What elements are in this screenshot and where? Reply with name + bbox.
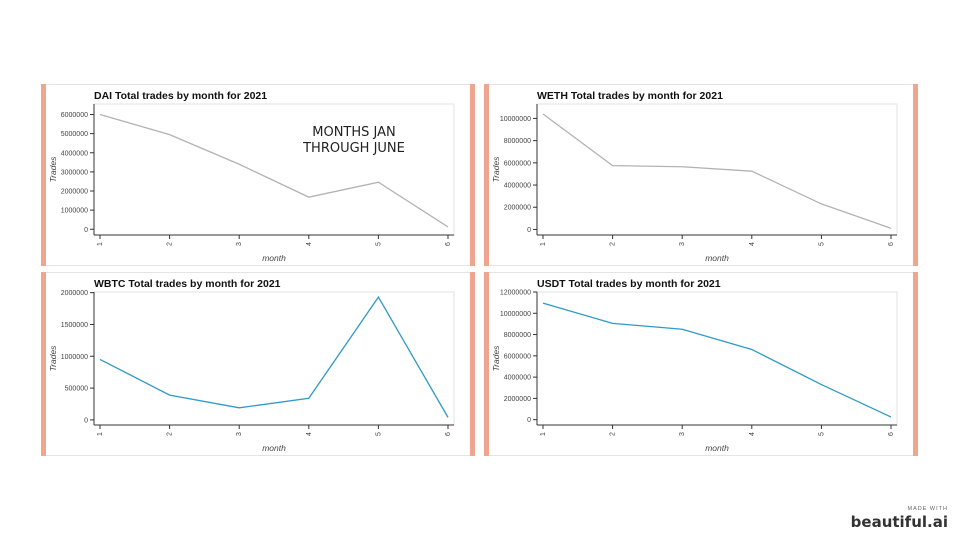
- y-tick-label: 6000000: [504, 353, 531, 360]
- y-tick-label: 2000000: [61, 189, 88, 196]
- series-line: [542, 113, 892, 229]
- y-tick-label: 0: [527, 227, 531, 234]
- y-tick-label: 4000000: [504, 375, 531, 382]
- y-tick-label: 1500000: [61, 322, 88, 329]
- x-axis-label: month: [262, 443, 286, 453]
- series-line: [99, 295, 449, 418]
- y-tick-label: 4000000: [504, 183, 531, 190]
- y-tick-label: 1000000: [61, 208, 88, 215]
- x-tick-label: 4: [749, 432, 756, 436]
- chart-title: DAI Total trades by month for 2021: [94, 90, 267, 102]
- plot-frame: [93, 291, 455, 426]
- y-tick-label: 12000000: [500, 290, 531, 297]
- x-tick-label: 6: [445, 242, 452, 246]
- x-tick-label: 6: [445, 432, 452, 436]
- chart-panel-usdt: USDT Total trades by month for 2021 0 2000…: [489, 272, 913, 456]
- y-tick-label: 0: [84, 227, 88, 234]
- chart-weth: WETH Total trades by month for 2021 0 2000…: [491, 90, 898, 263]
- x-axis-label: month: [705, 443, 729, 453]
- y-axis-label: Trades: [48, 156, 58, 183]
- months-note-line-2: THROUGH JUNE: [302, 141, 405, 156]
- branding-made-with: MADE WITH: [907, 506, 948, 512]
- x-tick-label: 2: [610, 242, 617, 246]
- x-tick-label: 6: [888, 432, 895, 436]
- chart-title: WETH Total trades by month for 2021: [537, 90, 723, 102]
- y-tick-label: 0: [84, 417, 88, 424]
- chart-wbtc: WBTC Total trades by month for 2021 0 5000…: [48, 278, 455, 453]
- y-tick-label: 8000000: [504, 138, 531, 145]
- x-tick-label: 4: [306, 432, 313, 436]
- x-tick-label: 3: [679, 242, 686, 246]
- chart-panel-dai: DAI Total trades by month for 2021 0 10000…: [46, 84, 470, 266]
- accent-bar: [470, 272, 475, 456]
- accent-bar: [470, 84, 475, 266]
- y-axis-label: Trades: [491, 345, 501, 372]
- x-tick-label: 5: [375, 242, 382, 246]
- x-tick-label: 1: [540, 432, 547, 436]
- y-tick-label: 5000000: [61, 131, 88, 138]
- chart-dai: DAI Total trades by month for 2021 0 10000…: [48, 90, 455, 263]
- branding-logo: beautiful.ai: [850, 513, 948, 531]
- branding: MADE WITH beautiful.ai: [851, 506, 948, 532]
- x-tick-label: 1: [97, 242, 104, 246]
- y-tick-label: 1000000: [61, 354, 88, 361]
- x-tick-label: 3: [236, 432, 243, 436]
- y-axis-label: Trades: [491, 156, 501, 183]
- x-tick-label: 2: [167, 432, 174, 436]
- accent-bar: [913, 84, 918, 266]
- y-tick-label: 8000000: [504, 332, 531, 339]
- x-tick-label: 3: [679, 432, 686, 436]
- series-line: [542, 302, 892, 418]
- x-tick-label: 1: [540, 242, 547, 246]
- y-tick-label: 2000000: [504, 396, 531, 403]
- accent-bar: [484, 272, 489, 456]
- x-tick-label: 2: [167, 242, 174, 246]
- y-tick-label: 0: [527, 417, 531, 424]
- x-tick-label: 4: [306, 242, 313, 246]
- y-axis-label: Trades: [48, 345, 58, 372]
- x-axis-label: month: [262, 253, 286, 263]
- x-axis-label: month: [705, 253, 729, 263]
- plot-frame: [536, 291, 898, 426]
- y-tick-label: 2000000: [61, 290, 88, 297]
- series-line: [99, 113, 449, 228]
- chart-title: USDT Total trades by month for 2021: [537, 278, 721, 290]
- y-tick-label: 6000000: [61, 112, 88, 119]
- y-tick-label: 10000000: [500, 116, 531, 123]
- x-tick-label: 2: [610, 432, 617, 436]
- months-note: MONTHS JAN THROUGH JUNE: [302, 125, 405, 156]
- x-tick-label: 1: [97, 432, 104, 436]
- accent-bar: [484, 84, 489, 266]
- y-tick-label: 4000000: [61, 150, 88, 157]
- y-tick-label: 3000000: [61, 169, 88, 176]
- accent-bar: [41, 84, 46, 266]
- x-tick-label: 5: [818, 432, 825, 436]
- months-note-line-1: MONTHS JAN: [312, 125, 396, 140]
- x-tick-label: 5: [818, 242, 825, 246]
- accent-bar: [913, 272, 918, 456]
- chart-usdt: USDT Total trades by month for 2021 0 2000…: [491, 278, 898, 453]
- y-tick-label: 6000000: [504, 160, 531, 167]
- chart-title: WBTC Total trades by month for 2021: [94, 278, 281, 290]
- y-tick-label: 500000: [65, 386, 88, 393]
- chart-panel-weth: WETH Total trades by month for 2021 0 2000…: [489, 84, 913, 266]
- chart-panel-wbtc: WBTC Total trades by month for 2021 0 5000…: [46, 272, 470, 456]
- x-tick-label: 6: [888, 242, 895, 246]
- x-tick-label: 4: [749, 242, 756, 246]
- accent-bar: [41, 272, 46, 456]
- x-tick-label: 5: [375, 432, 382, 436]
- y-tick-label: 2000000: [504, 205, 531, 212]
- x-tick-label: 3: [236, 242, 243, 246]
- y-tick-label: 10000000: [500, 311, 531, 318]
